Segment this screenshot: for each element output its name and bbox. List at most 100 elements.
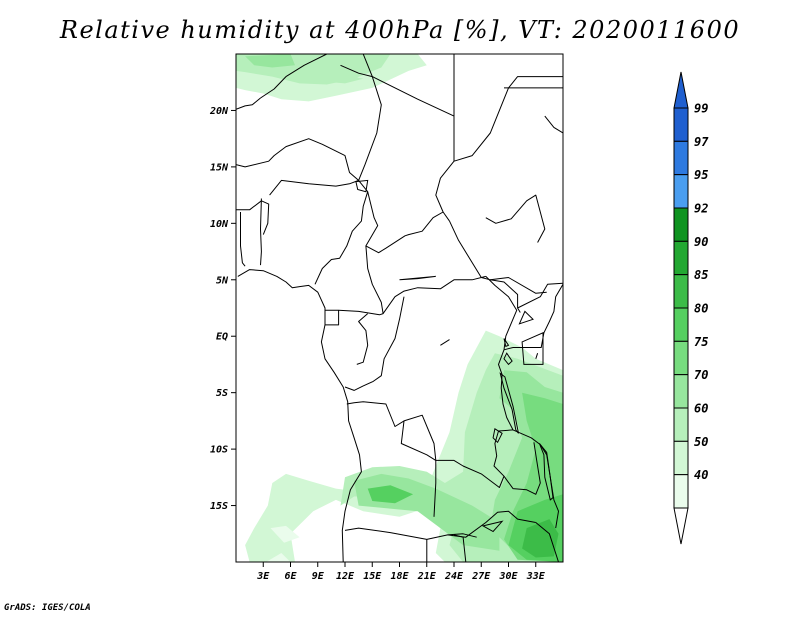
colorbar-segment: [673, 374, 689, 409]
colorbar-label: 80: [694, 302, 708, 316]
humidity-region-13: [266, 553, 291, 562]
colorbar-segment: [673, 207, 689, 242]
lat-tick-label: 15N: [210, 162, 229, 173]
country-border-26: [447, 510, 536, 538]
country-border-9: [269, 179, 359, 196]
country-border-10: [240, 212, 246, 267]
country-border-0: [237, 269, 362, 562]
lake-outline-2: [503, 352, 513, 366]
colorbar-label: 60: [694, 402, 708, 416]
colorbar-label: 99: [694, 102, 708, 116]
lon-tick-label: 21E: [417, 571, 437, 582]
lat-tick-label: 5N: [216, 275, 229, 286]
lon-tick-label: 12E: [336, 571, 355, 582]
country-border-35: [485, 194, 546, 243]
colorbar-segment: [673, 107, 689, 142]
lon-tick-label: 18E: [390, 571, 409, 582]
page-title: Relative humidity at 400hPa [%], VT: 202…: [59, 16, 741, 44]
humidity-region-9: [367, 485, 414, 504]
colorbar-segment: [673, 240, 689, 276]
country-border-18: [498, 349, 514, 431]
lake-outline-0: [499, 372, 519, 434]
lake-outline-9: [399, 275, 436, 281]
lon-tick-label: 30E: [498, 571, 518, 582]
colorbar-label: 40: [694, 468, 708, 482]
country-border-2: [260, 54, 328, 99]
colorbar-label: 50: [694, 435, 708, 449]
humidity-region-3: [299, 70, 364, 84]
lon-tick-label: 33E: [526, 571, 546, 582]
country-border-29: [535, 522, 559, 562]
colorbar-segment: [673, 407, 689, 442]
colorbar-label: 90: [694, 235, 708, 249]
country-border-8: [236, 200, 270, 235]
lon-tick-label: 24E: [444, 571, 464, 582]
country-border-17: [485, 276, 518, 350]
lon-tick-label: 27E: [471, 571, 491, 582]
country-border-37: [544, 115, 563, 134]
lat-tick-label: 10N: [210, 219, 229, 230]
map-axes: 20N 15N 10N 5N EQ 5S 10S 15S 3E 6E 9E 12E 15E 18E 21E 2…: [209, 106, 546, 582]
country-border-12: [314, 191, 369, 285]
colorbar-segment: [673, 174, 689, 209]
humidity-region-2: [245, 54, 295, 68]
colorbar-label: 85: [694, 268, 708, 282]
lake-outline-4: [481, 520, 504, 533]
colorbar-label: 75: [694, 335, 708, 349]
country-border-20: [344, 296, 405, 391]
grads-credit: GrADS: IGES/COLA: [4, 603, 91, 613]
lake-outline-6: [503, 338, 510, 348]
colorbar-segment: [673, 307, 689, 342]
country-border-11: [260, 198, 262, 266]
country-border-3: [340, 54, 455, 117]
lake-outline-5: [518, 310, 534, 325]
country-border-7: [236, 138, 359, 181]
colorbar: 99 97 95 92 90 85 80 75 70 60 50 40: [673, 71, 709, 545]
country-border-32: [517, 282, 563, 309]
colorbar-segment: [673, 340, 689, 376]
colorbar-top-arrow: [673, 71, 689, 109]
colorbar-label: 95: [694, 168, 708, 182]
lat-tick-label: 10S: [210, 445, 228, 456]
lake-outline-3: [492, 427, 503, 444]
colorbar-segment: [673, 474, 689, 509]
lat-tick-label: 15S: [210, 501, 228, 512]
country-border-1: [236, 97, 261, 110]
country-border-33: [490, 277, 547, 294]
lon-tick-label: 6E: [284, 571, 297, 582]
country-border-16: [449, 220, 521, 313]
colorbar-label: 92: [694, 202, 708, 216]
colorbar-label: 70: [694, 368, 708, 382]
country-border-15: [382, 275, 486, 314]
lon-tick-label: 9E: [312, 571, 325, 582]
country-border-6: [358, 76, 444, 254]
country-border-22: [400, 420, 437, 517]
lat-tick-label: EQ: [216, 332, 228, 343]
colorbar-segment: [673, 274, 689, 309]
lat-tick-label: 5S: [216, 388, 228, 399]
lake-outline-8: [355, 179, 369, 193]
country-borders-layer: [236, 54, 563, 562]
country-border-13: [325, 245, 384, 316]
colorbar-segment: [673, 440, 689, 476]
country-border-34: [453, 76, 563, 162]
lake-outline-7: [521, 332, 544, 365]
country-border-14: [325, 310, 340, 326]
humidity-fill-layer: [236, 54, 563, 562]
lat-tick-label: 20N: [209, 106, 229, 117]
colorbar-bottom-arrow: [673, 507, 689, 545]
colorbar-label: 97: [694, 135, 709, 149]
humidity-region-12: [270, 525, 300, 543]
lon-tick-label: 3E: [256, 571, 270, 582]
colorbar-segment: [673, 140, 689, 176]
country-border-21: [356, 313, 369, 365]
lon-tick-label: 15E: [363, 571, 382, 582]
country-border-5: [435, 116, 455, 222]
lake-outline-1: [538, 443, 554, 501]
country-border-31: [503, 347, 514, 351]
lake-outline-11: [535, 353, 539, 359]
country-border-30: [513, 284, 563, 348]
humidity-region-11: [522, 519, 559, 558]
country-border-4: [362, 54, 373, 77]
